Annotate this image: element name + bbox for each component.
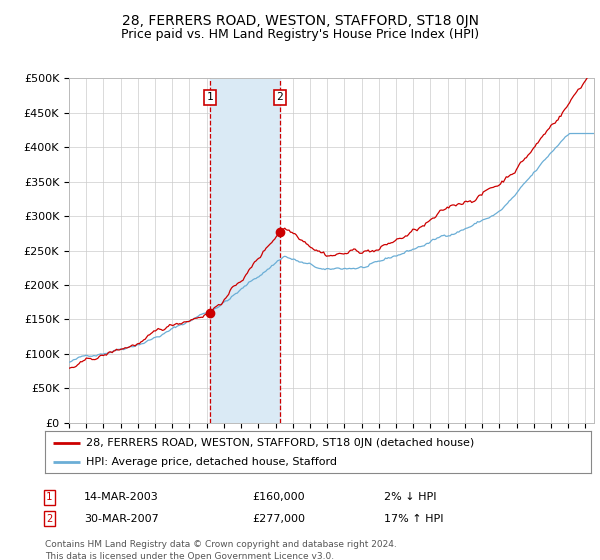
Text: 2% ↓ HPI: 2% ↓ HPI — [384, 492, 437, 502]
Text: 2: 2 — [46, 514, 52, 524]
Text: HPI: Average price, detached house, Stafford: HPI: Average price, detached house, Staf… — [86, 457, 337, 467]
Bar — [210, 78, 280, 423]
Text: Price paid vs. HM Land Registry's House Price Index (HPI): Price paid vs. HM Land Registry's House … — [121, 28, 479, 41]
Text: 30-MAR-2007: 30-MAR-2007 — [84, 514, 159, 524]
Text: 1: 1 — [207, 92, 214, 102]
Text: 1: 1 — [46, 492, 52, 502]
Text: 2: 2 — [277, 92, 283, 102]
Text: £160,000: £160,000 — [252, 492, 305, 502]
Text: 28, FERRERS ROAD, WESTON, STAFFORD, ST18 0JN: 28, FERRERS ROAD, WESTON, STAFFORD, ST18… — [121, 14, 479, 28]
Text: Contains HM Land Registry data © Crown copyright and database right 2024.
This d: Contains HM Land Registry data © Crown c… — [45, 540, 397, 560]
Text: 28, FERRERS ROAD, WESTON, STAFFORD, ST18 0JN (detached house): 28, FERRERS ROAD, WESTON, STAFFORD, ST18… — [86, 437, 474, 447]
Text: 17% ↑ HPI: 17% ↑ HPI — [384, 514, 443, 524]
Text: 14-MAR-2003: 14-MAR-2003 — [84, 492, 159, 502]
Text: £277,000: £277,000 — [252, 514, 305, 524]
